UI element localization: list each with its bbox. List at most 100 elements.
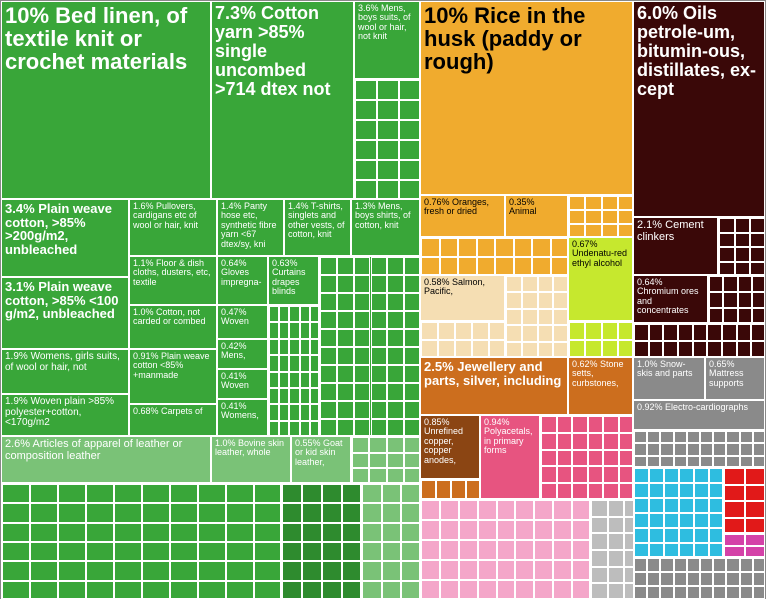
cell-bottom-green2 xyxy=(281,483,361,599)
cell-womens041: 0.41% Womens, xyxy=(217,399,268,436)
cell-label: 0.76% Oranges, fresh or dried xyxy=(424,198,501,217)
cell-lg-fill xyxy=(351,436,420,483)
cell-label: 0.91% Plain weave cotton <85% +manmade xyxy=(133,352,213,380)
cell-g-fill-1 xyxy=(268,305,319,436)
cell-rice: 10% Rice in the husk (paddy or rough) xyxy=(420,1,633,195)
cell-cotton-raw: 1.0% Cotton, not carded or combed xyxy=(129,305,217,349)
cell-label: 10% Rice in the husk (paddy or rough) xyxy=(424,4,629,73)
cell-ecg: 0.92% Electro-cardiographs xyxy=(633,400,765,430)
cell-g-fill-3 xyxy=(354,79,420,199)
cell-label: 2.5% Jewellery and parts, silver, includ… xyxy=(424,360,564,387)
cell-bed-linen: 10% Bed linen, of textile knit or croche… xyxy=(1,1,211,199)
cell-label: 10% Bed linen, of textile knit or croche… xyxy=(5,4,207,73)
cell-label: 0.55% Goat or kid skin leather, xyxy=(295,439,347,467)
cell-dr-fill3 xyxy=(633,323,765,357)
cell-mattress: 0.65% Mattress supports xyxy=(705,357,765,400)
cell-gloves: 0.64% Gloves impregna- xyxy=(217,256,268,305)
cell-floor-cloths: 1.1% Floor & dish cloths, dusters, etc, … xyxy=(129,256,217,305)
cell-label: 0.58% Salmon, Pacific, xyxy=(424,278,501,297)
cell-curtains: 0.63% Curtains drapes blinds xyxy=(268,256,319,305)
cell-label: 7.3% Cotton yarn >85% single uncombed >7… xyxy=(215,4,350,98)
cell-beige-fill xyxy=(420,321,505,357)
cell-mag-block xyxy=(723,533,765,557)
cell-label: 0.35% Animal xyxy=(509,198,564,217)
cell-cotton-yarn: 7.3% Cotton yarn >85% single uncombed >7… xyxy=(211,1,354,199)
cell-label: 0.41% Woven xyxy=(221,372,264,391)
cell-y-fill-1 xyxy=(568,195,633,237)
cell-plain-weave-85: 0.91% Plain weave cotton <85% +manmade xyxy=(129,349,217,404)
cell-gr-fill xyxy=(633,430,765,467)
cell-oranges: 0.76% Oranges, fresh or dried xyxy=(420,195,505,237)
cell-label: 1.0% Cotton, not carded or combed xyxy=(133,308,213,327)
cell-dr-fill2 xyxy=(708,275,765,323)
cell-label: 0.94% Polyacetals, in primary forms xyxy=(484,418,536,456)
cell-label: 1.0% Bovine skin leather, whole xyxy=(215,439,287,458)
cell-label: 0.64% Gloves impregna- xyxy=(221,259,264,287)
cell-label: 1.6% Pullovers, cardigans etc of wool or… xyxy=(133,202,213,230)
cell-label: 6.0% Oils petrole-um, bitumin-ous, disti… xyxy=(637,4,761,98)
cell-stone-setts: 0.62% Stone setts, curbstones, xyxy=(568,357,633,415)
cell-mens-boys-suits: 3.6% Mens, boys suits, of wool or hair, … xyxy=(354,1,420,79)
cell-label: 0.67% Undenatu-red ethyl alcohol xyxy=(572,240,629,268)
cell-mens-shirts: 1.3% Mens, boys shirts, of cotton, knit xyxy=(351,199,420,256)
cell-lime-fill xyxy=(568,321,633,357)
cell-red-block xyxy=(723,467,765,533)
cell-bovine-skin: 1.0% Bovine skin leather, whole xyxy=(211,436,291,483)
cell-label: 0.62% Stone setts, curbstones, xyxy=(572,360,629,388)
cell-jewellery: 2.5% Jewellery and parts, silver, includ… xyxy=(420,357,568,415)
cell-mens042: 0.42% Mens, xyxy=(217,339,268,369)
cell-pink-block xyxy=(420,499,590,599)
cell-label: 1.4% T-shirts, singlets and other vests,… xyxy=(288,202,347,240)
cell-tshirts: 1.4% T-shirts, singlets and other vests,… xyxy=(284,199,351,256)
cell-snow-skis: 1.0% Snow-skis and parts xyxy=(633,357,705,400)
cell-polyacetals: 0.94% Polyacetals, in primary forms xyxy=(480,415,540,499)
cell-y-fill-2 xyxy=(420,237,568,275)
cell-animal: 0.35% Animal xyxy=(505,195,568,237)
cell-label: 0.47% Woven xyxy=(221,308,264,327)
cell-woven047: 0.47% Woven xyxy=(217,305,268,339)
cell-pullovers: 1.6% Pullovers, cardigans etc of wool or… xyxy=(129,199,217,256)
cell-label: 1.9% Woven plain >85% polyester+cotton, … xyxy=(5,397,125,429)
cell-bot-grey xyxy=(633,557,765,599)
cell-woven-polyester: 1.9% Woven plain >85% polyester+cotton, … xyxy=(1,394,129,436)
cell-label: 0.42% Mens, xyxy=(221,342,264,361)
cell-pk-fill xyxy=(540,415,633,499)
cell-copper: 0.85% Unrefined copper, copper anodes, xyxy=(420,415,480,479)
cell-label: 0.92% Electro-cardiographs xyxy=(637,403,761,412)
cell-panty-hose: 1.4% Panty hose etc, synthetic fibre yar… xyxy=(217,199,284,256)
treemap-chart: 10% Bed linen, of textile knit or croche… xyxy=(0,0,766,599)
cell-womens-suits: 1.9% Womens, girls suits, of wool or hai… xyxy=(1,349,129,394)
cell-beige-fill2 xyxy=(505,275,568,357)
cell-apparel-leather: 2.6% Articles of apparel of leather or c… xyxy=(1,436,211,483)
cell-cement: 2.1% Cement clinkers xyxy=(633,217,718,275)
cell-g-fill-2 xyxy=(319,256,420,436)
cell-chromium: 0.64% Chromium ores and concentrates xyxy=(633,275,708,323)
cell-label: 1.3% Mens, boys shirts, of cotton, knit xyxy=(355,202,416,230)
cell-bottom-green3 xyxy=(361,483,420,599)
cell-goat-skin: 0.55% Goat or kid skin leather, xyxy=(291,436,351,483)
cell-label: 0.68% Carpets of xyxy=(133,407,213,416)
cell-label: 0.63% Curtains drapes blinds xyxy=(272,259,315,297)
cell-cyan-block xyxy=(633,467,723,557)
cell-woven041: 0.41% Woven xyxy=(217,369,268,399)
cell-label: 2.1% Cement clinkers xyxy=(637,220,714,243)
cell-label: 1.9% Womens, girls suits, of wool or hai… xyxy=(5,352,125,373)
cell-plain-weave-200: 3.4% Plain weave cotton, >85% >200g/m2, … xyxy=(1,199,129,277)
cell-label: 0.65% Mattress supports xyxy=(709,360,761,388)
cell-ethyl: 0.67% Undenatu-red ethyl alcohol xyxy=(568,237,633,321)
cell-label: 3.6% Mens, boys suits, of wool or hair, … xyxy=(358,4,416,42)
cell-label: 0.85% Unrefined copper, copper anodes, xyxy=(424,418,476,465)
cell-label: 3.1% Plain weave cotton, >85% <100 g/m2,… xyxy=(5,280,125,321)
cell-label: 0.64% Chromium ores and concentrates xyxy=(637,278,704,316)
cell-label: 1.0% Snow-skis and parts xyxy=(637,360,701,379)
cell-bottom-green1 xyxy=(1,483,281,599)
cell-label: 1.1% Floor & dish cloths, dusters, etc, … xyxy=(133,259,213,287)
cell-plain-weave-100: 3.1% Plain weave cotton, >85% <100 g/m2,… xyxy=(1,277,129,349)
cell-label: 1.4% Panty hose etc, synthetic fibre yar… xyxy=(221,202,280,249)
cell-label: 2.6% Articles of apparel of leather or c… xyxy=(5,439,207,462)
cell-salmon: 0.58% Salmon, Pacific, xyxy=(420,275,505,321)
cell-dr-fill xyxy=(718,217,765,275)
cell-label: 3.4% Plain weave cotton, >85% >200g/m2, … xyxy=(5,202,125,257)
cell-carpets: 0.68% Carpets of xyxy=(129,404,217,436)
cell-label: 0.41% Womens, xyxy=(221,402,264,421)
